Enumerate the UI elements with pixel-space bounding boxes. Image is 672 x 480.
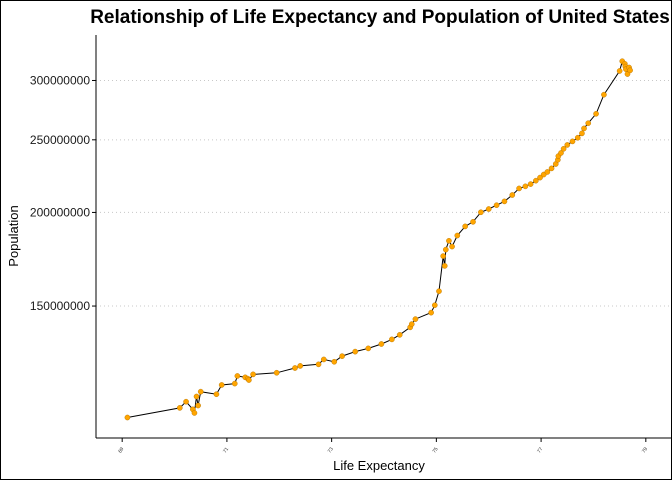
data-point <box>193 393 200 400</box>
data-point <box>124 414 131 421</box>
data-point <box>320 356 327 363</box>
data-point <box>408 321 415 327</box>
x-axis-label: Life Expectancy <box>333 458 425 473</box>
data-point <box>446 238 452 244</box>
data-point <box>412 316 419 322</box>
data-point <box>176 405 183 411</box>
data-point <box>365 345 372 352</box>
data-point <box>533 177 539 184</box>
y-ticks: 150000000 200000000 250000000 300000000 <box>30 73 96 313</box>
gridlines <box>96 79 672 307</box>
data-point <box>441 263 448 269</box>
data-point <box>195 402 201 409</box>
data-point <box>428 309 434 316</box>
x-tick-label: 73 <box>327 446 335 454</box>
data-point <box>593 111 599 117</box>
data-point <box>569 138 576 145</box>
data-point <box>548 165 555 172</box>
x-tick-label: 75 <box>431 446 439 454</box>
x-tick-label: 77 <box>536 446 544 454</box>
data-point <box>462 223 468 230</box>
data-point <box>454 232 461 239</box>
data-point <box>246 377 252 383</box>
y-tick-label: 150000000 <box>30 299 90 313</box>
data-point <box>470 219 476 225</box>
data-point <box>544 169 551 175</box>
data-point <box>273 369 280 376</box>
data-point <box>440 253 446 259</box>
data-point <box>537 174 543 181</box>
data-point <box>564 142 571 148</box>
data-point <box>213 391 220 398</box>
data-point <box>339 353 345 359</box>
data-point <box>478 209 484 216</box>
data-point <box>493 202 500 208</box>
data-point <box>436 288 442 295</box>
data-point <box>627 67 633 74</box>
series-group <box>124 58 633 421</box>
data-point <box>522 183 529 190</box>
data-point <box>442 246 449 253</box>
data-point <box>197 388 204 395</box>
chart-title: Relationship of Life Expectancy and Popu… <box>90 7 670 28</box>
data-point <box>218 382 225 388</box>
data-point <box>396 332 403 338</box>
axes <box>95 35 672 439</box>
data-point <box>616 68 623 74</box>
data-point <box>585 120 592 126</box>
data-point <box>527 181 534 187</box>
data-point <box>191 410 198 416</box>
y-tick-label: 300000000 <box>30 73 90 87</box>
data-point <box>292 365 298 371</box>
data-point <box>389 336 395 343</box>
data-point <box>579 130 585 137</box>
data-point <box>231 380 238 387</box>
data-point <box>509 192 516 198</box>
data-point <box>485 206 492 212</box>
data-point <box>560 145 567 152</box>
data-point <box>331 358 338 365</box>
data-point <box>601 91 607 98</box>
data-point <box>378 341 385 347</box>
data-point <box>234 373 241 379</box>
data-point <box>431 302 438 308</box>
x-tick-label: 71 <box>222 446 230 454</box>
data-point <box>183 398 189 405</box>
data-point <box>352 348 359 355</box>
data-point <box>449 243 455 250</box>
y-tick-label: 250000000 <box>30 133 90 147</box>
x-tick-label: 69 <box>117 446 125 454</box>
data-point <box>558 150 564 156</box>
data-point <box>516 185 522 192</box>
y-tick-label: 200000000 <box>30 205 90 219</box>
x-tick-label: 79 <box>641 446 649 454</box>
series-line <box>127 60 631 418</box>
data-point <box>315 361 322 368</box>
x-ticks: 69 71 73 75 77 79 <box>117 438 649 454</box>
data-point <box>250 371 256 378</box>
data-point <box>501 198 508 205</box>
data-point <box>581 125 587 132</box>
data-point <box>297 363 304 369</box>
y-axis-label: Population <box>6 205 21 266</box>
data-point <box>574 134 581 141</box>
